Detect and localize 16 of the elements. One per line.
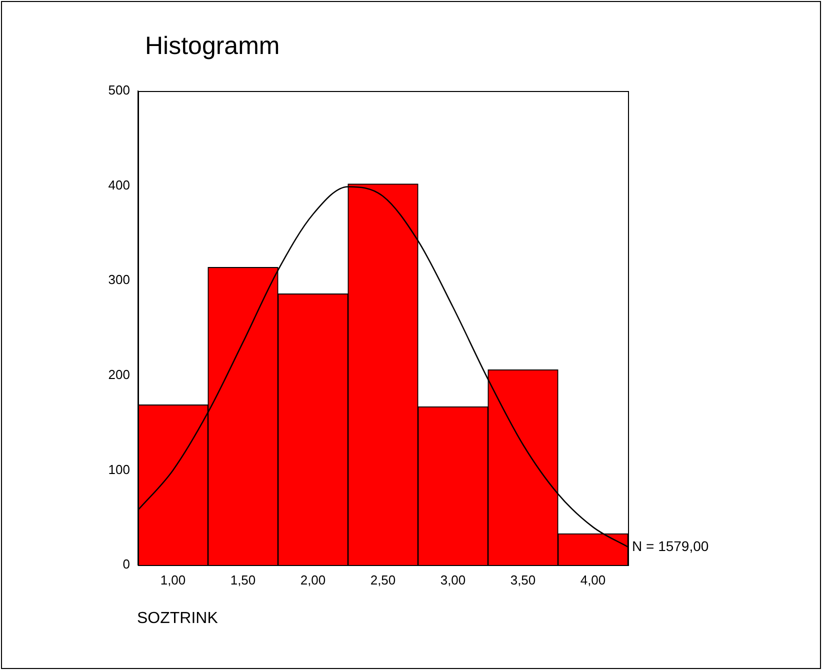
y-tick-label: 100 bbox=[108, 462, 130, 477]
x-tick-label: 3,50 bbox=[510, 572, 536, 588]
y-tick-label: 400 bbox=[108, 177, 130, 192]
x-tick-label: 2,00 bbox=[300, 572, 326, 588]
chart-title: Histogramm bbox=[145, 32, 280, 61]
y-tick-label: 300 bbox=[108, 272, 130, 288]
x-tick-label: 1,00 bbox=[160, 572, 186, 588]
y-tick-label: 500 bbox=[108, 82, 130, 98]
x-tick-label: 3,00 bbox=[440, 572, 466, 588]
y-tick-label: 0 bbox=[122, 556, 130, 572]
text: N = 1579,00 bbox=[632, 538, 709, 554]
y-tick-label: 200 bbox=[108, 366, 130, 382]
x-tick-label: 2,50 bbox=[370, 572, 396, 588]
x-tick-label: 1,50 bbox=[230, 572, 256, 588]
x-axis-title: SOZTRINK bbox=[137, 610, 218, 628]
x-tick-label: 4,00 bbox=[580, 572, 606, 588]
